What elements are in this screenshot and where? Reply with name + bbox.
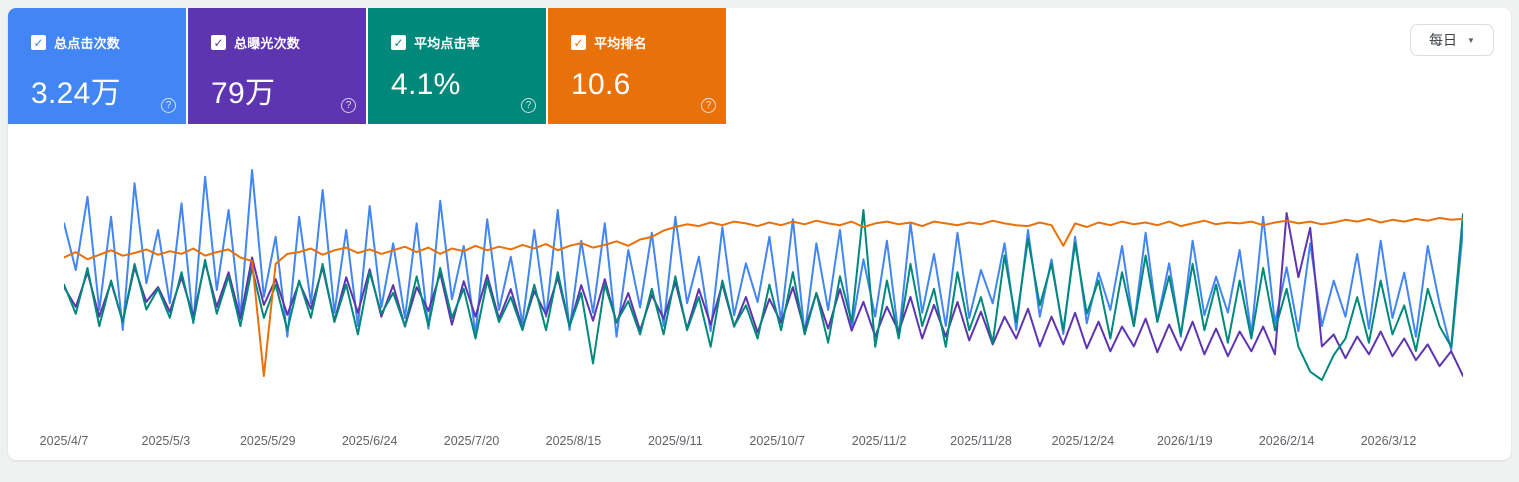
x-axis-label: 2025/11/28	[950, 434, 1012, 448]
help-icon[interactable]: ?	[521, 98, 536, 113]
x-axis-label: 2025/9/11	[647, 434, 703, 448]
metric-card-header: ✓ 总点击次数	[31, 33, 186, 52]
metric-value: 10.6	[571, 68, 631, 101]
metric-card-position[interactable]: ✓ 平均排名 10.6 ?	[548, 8, 726, 124]
help-icon[interactable]: ?	[701, 98, 716, 113]
check-icon: ✓	[33, 35, 44, 50]
help-icon[interactable]: ?	[341, 98, 356, 113]
x-axis-label: 2025/5/3	[141, 434, 191, 448]
impressions-checkbox[interactable]: ✓	[211, 35, 226, 50]
clicks-checkbox[interactable]: ✓	[31, 35, 46, 50]
performance-panel: ✓ 总点击次数 3.24万 ? ✓ 总曝光次数 79万 ? ✓ 平均点击率 4.…	[8, 8, 1511, 460]
metric-label: 平均点击率	[414, 36, 481, 51]
x-axis-label: 2025/7/20	[443, 434, 500, 448]
x-axis-label: 2025/10/7	[749, 434, 806, 448]
metric-label: 总点击次数	[54, 36, 121, 51]
check-icon: ✓	[213, 35, 224, 50]
metric-label: 总曝光次数	[234, 36, 301, 51]
granularity-dropdown[interactable]: 每日 ▼	[1410, 24, 1494, 56]
metric-card-impressions[interactable]: ✓ 总曝光次数 79万 ?	[188, 8, 366, 124]
metric-value: 4.1%	[391, 68, 461, 101]
performance-chart[interactable]: 2025/4/7 2025/5/3 2025/5/29 2025/6/24 2025/7…	[40, 158, 1463, 454]
position-checkbox[interactable]: ✓	[571, 35, 586, 50]
chevron-down-icon: ▼	[1467, 35, 1475, 45]
check-icon: ✓	[573, 35, 584, 50]
series-line-clicks	[64, 170, 1463, 350]
metric-value: 79万	[211, 77, 276, 110]
x-axis-label: 2025/4/7	[39, 434, 89, 448]
metric-card-header: ✓ 平均排名	[571, 33, 726, 52]
x-axis: 2025/4/7 2025/5/3 2025/5/29 2025/6/24 2025/7…	[40, 434, 1463, 452]
series-line-impressions	[64, 213, 1463, 376]
help-icon[interactable]: ?	[161, 98, 176, 113]
x-axis-label: 2026/2/14	[1258, 434, 1315, 448]
ctr-checkbox[interactable]: ✓	[391, 35, 406, 50]
granularity-label: 每日	[1429, 32, 1458, 48]
series-line-ctr	[64, 210, 1463, 380]
x-axis-label: 2025/5/29	[239, 434, 296, 448]
x-axis-label: 2026/3/12	[1360, 434, 1417, 448]
x-axis-label: 2025/8/15	[545, 434, 602, 448]
x-axis-label: 2026/1/19	[1156, 434, 1213, 448]
metric-card-clicks[interactable]: ✓ 总点击次数 3.24万 ?	[8, 8, 186, 124]
metric-cards: ✓ 总点击次数 3.24万 ? ✓ 总曝光次数 79万 ? ✓ 平均点击率 4.…	[8, 8, 726, 124]
metric-card-header: ✓ 总曝光次数	[211, 33, 366, 52]
series-line-position	[64, 218, 1463, 376]
metric-value: 3.24万	[31, 77, 121, 110]
chart-canvas[interactable]	[64, 158, 1463, 428]
metric-label: 平均排名	[594, 36, 647, 51]
x-axis-label: 2025/11/2	[851, 434, 907, 448]
x-axis-label: 2025/6/24	[341, 434, 398, 448]
metric-card-header: ✓ 平均点击率	[391, 33, 546, 52]
check-icon: ✓	[393, 35, 404, 50]
metric-card-ctr[interactable]: ✓ 平均点击率 4.1% ?	[368, 8, 546, 124]
x-axis-label: 2025/12/24	[1051, 434, 1115, 448]
